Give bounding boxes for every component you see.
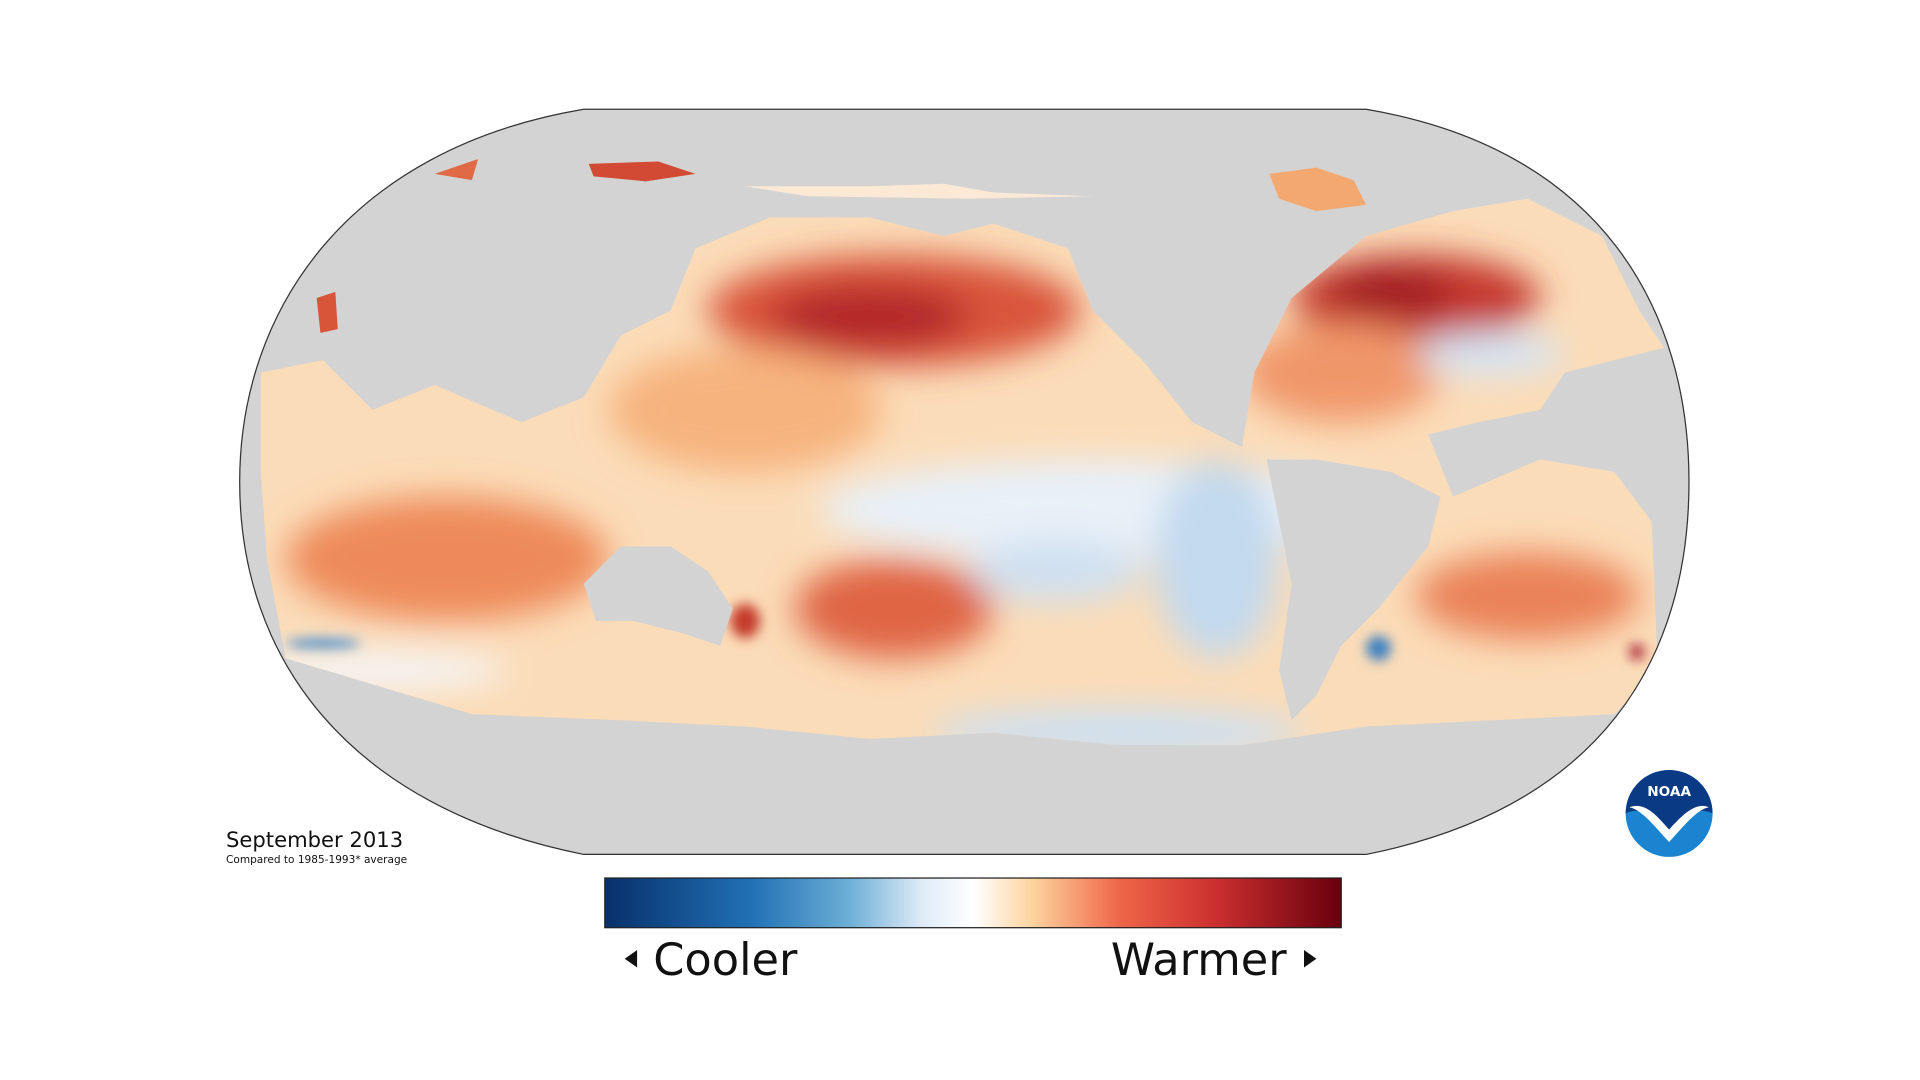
warm-region — [769, 285, 969, 348]
color-scale — [604, 877, 1342, 929]
cool-region — [1154, 459, 1280, 659]
map-subtitle: Compared to 1985-1993* average — [226, 854, 407, 866]
ocean — [260, 198, 1665, 746]
map-outline — [239, 108, 1690, 856]
inland-sea — [316, 291, 338, 333]
noaa-logo: NOAA — [1625, 769, 1713, 857]
ocean-layer — [260, 158, 1665, 746]
arctic-sea — [1269, 167, 1367, 212]
logo-bird — [1629, 805, 1709, 843]
legend-low-label: Cooler — [653, 934, 798, 986]
warm-region — [285, 496, 609, 621]
right-arrow — [1303, 950, 1317, 968]
arctic-sea — [588, 161, 696, 182]
cool-region — [931, 707, 1304, 746]
warm-region — [1415, 552, 1640, 640]
warm-region — [1328, 269, 1454, 315]
logo-top — [1625, 769, 1713, 830]
map-layer: September 2013 Compared to 1985-1993* av… — [226, 108, 1713, 986]
australia — [583, 546, 733, 646]
eddies — [285, 603, 1645, 661]
cool-eddy — [285, 638, 361, 649]
left-arrow — [624, 950, 638, 968]
cool-region — [968, 540, 1143, 603]
south-america — [1266, 459, 1441, 721]
legend-high-label: Warmer — [1111, 934, 1287, 986]
arctic-sea — [434, 158, 479, 181]
warm-region — [1241, 322, 1441, 423]
warm-region — [608, 347, 882, 472]
warm-region — [794, 558, 994, 659]
cool-eddy — [1366, 635, 1391, 661]
logo-text: NOAA — [1647, 784, 1691, 800]
warm-eddy — [1629, 644, 1645, 660]
cool-region — [1415, 331, 1565, 377]
warm-eddy — [730, 603, 761, 639]
arctic-sea — [745, 183, 1093, 199]
map-title: September 2013 — [226, 827, 403, 852]
anomalies — [260, 254, 1640, 746]
cool-region — [260, 651, 510, 690]
